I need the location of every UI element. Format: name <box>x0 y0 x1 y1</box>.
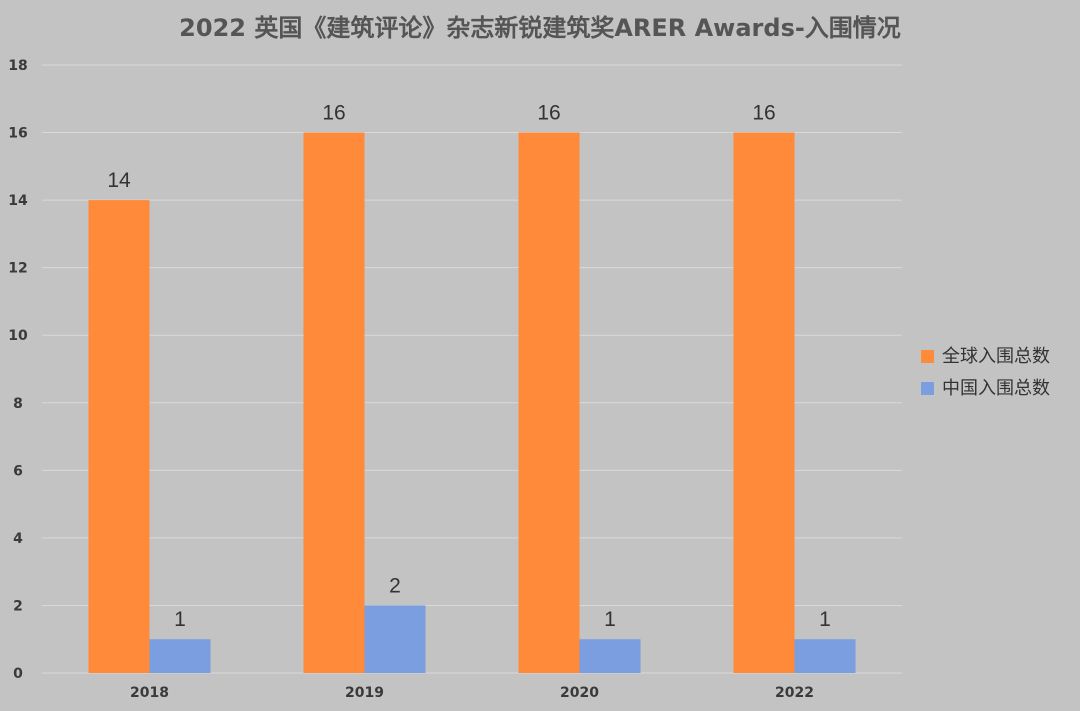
chart-title: 2022 英国《建筑评论》杂志新锐建筑奖ARER Awards-入围情况 <box>179 14 901 42</box>
y-tick-label: 2 <box>13 598 23 614</box>
gridlines <box>42 64 902 674</box>
data-label: 14 <box>107 169 131 192</box>
y-tick-label: 14 <box>8 193 28 209</box>
x-tick-label: 2019 <box>345 685 384 701</box>
bar-global-2022 <box>733 132 795 674</box>
data-label: 1 <box>819 608 831 631</box>
x-axis-ticks: 2018 2019 2020 2022 <box>130 685 814 701</box>
bar-china-2018 <box>149 639 211 673</box>
x-tick-label: 2022 <box>775 685 814 701</box>
y-tick-label: 6 <box>13 463 23 479</box>
data-label: 1 <box>604 608 616 631</box>
y-tick-label: 0 <box>13 666 23 682</box>
y-tick-label: 8 <box>13 396 23 412</box>
y-tick-label: 10 <box>8 328 28 344</box>
legend-swatch <box>921 382 934 395</box>
legend-label: 全球入围总数 <box>942 346 1050 367</box>
bar-china-2020 <box>579 639 641 673</box>
bar-global-2018 <box>88 200 150 673</box>
data-label: 16 <box>322 102 345 125</box>
y-tick-label: 12 <box>8 261 27 277</box>
x-tick-label: 2018 <box>130 685 169 701</box>
legend-swatch <box>921 350 934 363</box>
x-tick-label: 2020 <box>560 685 599 701</box>
y-tick-label: 4 <box>13 531 23 547</box>
data-label: 1 <box>174 608 186 631</box>
bar-global-2020 <box>518 132 580 674</box>
y-tick-label: 18 <box>8 58 27 74</box>
legend-label: 中国入围总数 <box>942 378 1050 399</box>
y-axis-ticks: 0 2 4 6 8 10 12 14 16 18 <box>8 58 28 682</box>
data-label: 2 <box>389 574 401 597</box>
bars <box>88 132 856 674</box>
data-label: 16 <box>537 102 560 125</box>
bar-china-2022 <box>794 639 856 673</box>
data-label: 16 <box>752 102 775 125</box>
data-labels: 14 1 16 2 16 1 16 1 <box>107 102 831 632</box>
y-tick-label: 16 <box>8 126 27 142</box>
bar-global-2019 <box>303 132 365 674</box>
bar-china-2019 <box>364 605 426 673</box>
